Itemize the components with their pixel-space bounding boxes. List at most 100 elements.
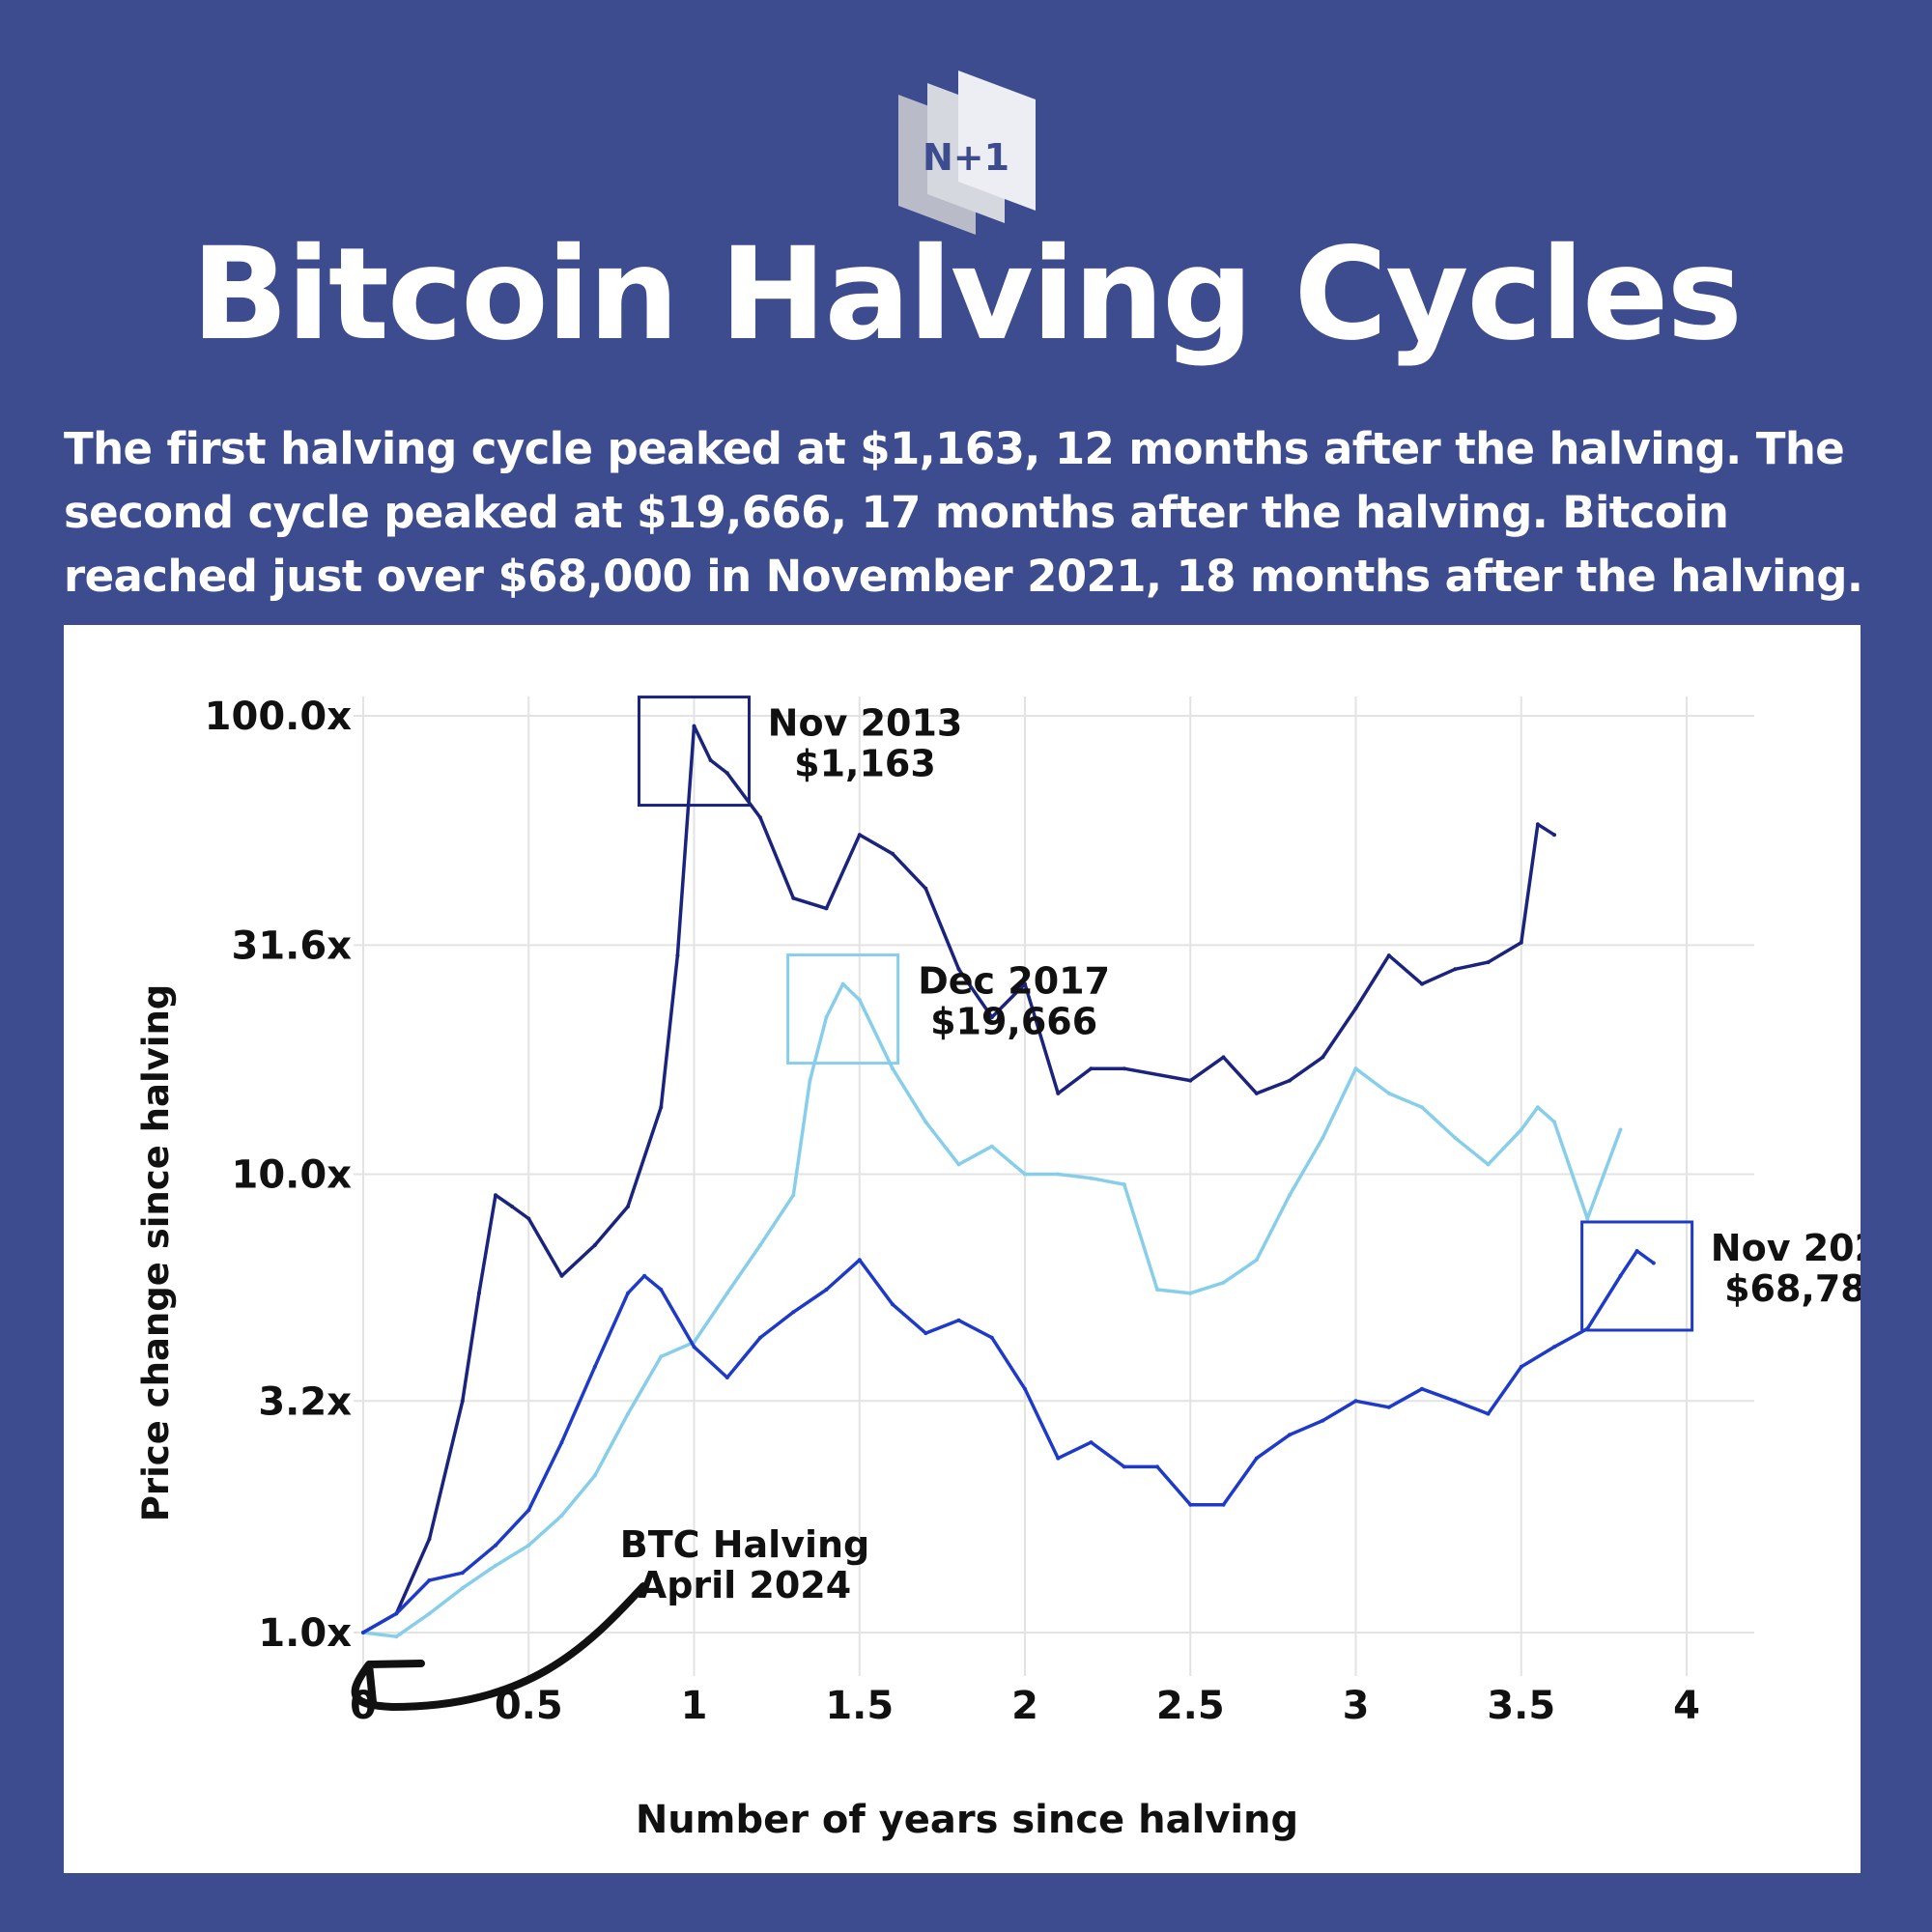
data-point	[1519, 1364, 1523, 1369]
data-point	[857, 998, 862, 1003]
data-point	[460, 1571, 465, 1576]
data-point	[1552, 1345, 1556, 1350]
data-point	[659, 1354, 664, 1359]
data-point	[1023, 1386, 1027, 1391]
data-point	[923, 1120, 928, 1124]
data-point	[394, 1634, 399, 1639]
data-point	[526, 1508, 531, 1513]
data-point	[724, 771, 729, 776]
data-point	[758, 815, 762, 820]
data-point	[1056, 1091, 1061, 1095]
data-point	[708, 758, 713, 762]
halving-arrow	[351, 1582, 647, 1711]
data-point	[724, 1291, 729, 1295]
data-point	[1486, 960, 1491, 965]
page-title: Bitcoin Halving Cycles	[190, 220, 1743, 369]
data-point	[1353, 1006, 1358, 1010]
logo-text: N+1	[923, 136, 1009, 179]
data-point	[526, 1216, 531, 1221]
data-point	[1023, 981, 1027, 986]
data-point	[1519, 940, 1523, 945]
data-point	[460, 1586, 465, 1590]
data-point	[1386, 1405, 1391, 1409]
data-point	[956, 1162, 961, 1167]
data-point	[1122, 1066, 1126, 1071]
y-axis-label: Price change since halving	[135, 984, 177, 1522]
data-point	[1353, 1399, 1358, 1404]
data-point	[1486, 1162, 1491, 1167]
data-point	[1453, 1135, 1458, 1140]
x-tick-label: 4	[1673, 1684, 1700, 1728]
data-point	[824, 1015, 829, 1019]
y-axis-ticks: 1.0x 3.2x 10.0x 31.6x 100.0x	[205, 695, 353, 1656]
y-tick-label: 3.2x	[258, 1379, 352, 1424]
data-point	[427, 1577, 432, 1582]
data-point	[1288, 1078, 1292, 1083]
data-point	[1155, 1464, 1159, 1469]
data-point	[1155, 1288, 1159, 1292]
chart-annotations: Nov 2013$1,163 Dec 2017$19,666 Nov 2021$68…	[620, 702, 1861, 1606]
data-point	[692, 724, 696, 728]
data-point	[791, 1310, 796, 1315]
data-point	[1420, 1105, 1424, 1110]
data-point	[1221, 1280, 1226, 1285]
annotation-text: BTC Halving	[620, 1523, 870, 1566]
data-point	[989, 1015, 994, 1019]
data-point	[1188, 1291, 1193, 1295]
y-tick-label: 10.0x	[232, 1153, 353, 1198]
x-tick-label: 3.5	[1487, 1684, 1555, 1728]
data-point	[361, 1631, 365, 1634]
y-tick-label: 1.0x	[258, 1611, 352, 1656]
data-point	[1420, 981, 1424, 986]
annotation-text: $68,789	[1724, 1267, 1861, 1310]
data-point	[692, 1345, 696, 1350]
data-point	[791, 1193, 796, 1198]
chart-series	[361, 724, 1656, 1639]
data-point	[494, 1543, 497, 1548]
data-point	[659, 1105, 664, 1110]
data-point	[989, 1335, 994, 1340]
y-tick-label: 100.0x	[205, 695, 353, 739]
x-axis-ticks: 0 0.5 1 1.5 2 2.5 3 3.5 4	[350, 1684, 1700, 1728]
x-tick-label: 1	[681, 1684, 708, 1728]
data-point	[758, 1243, 762, 1247]
data-point	[1321, 1055, 1325, 1060]
data-point	[1552, 833, 1556, 838]
data-point	[1651, 1261, 1656, 1265]
data-point	[989, 1144, 994, 1149]
data-point	[1321, 1418, 1325, 1423]
data-point	[791, 895, 796, 900]
data-point	[559, 1440, 564, 1445]
series-line	[362, 1249, 1655, 1634]
data-point	[559, 1513, 564, 1518]
data-point	[1618, 1273, 1623, 1278]
subtitle-line: The first halving cycle peaked at $1,163…	[64, 423, 1845, 474]
data-point	[1254, 1456, 1259, 1461]
data-point	[1321, 1135, 1325, 1140]
data-point	[857, 833, 862, 838]
data-point	[1386, 953, 1391, 958]
data-point	[1420, 1386, 1424, 1391]
data-point	[1056, 1172, 1061, 1177]
data-point	[494, 1563, 497, 1568]
data-point	[1288, 1433, 1292, 1437]
annotation-text: $1,163	[794, 743, 936, 785]
data-point	[724, 1376, 729, 1379]
data-point	[1089, 1176, 1094, 1180]
data-point	[808, 1078, 812, 1083]
data-point	[1535, 1105, 1540, 1110]
data-point	[840, 981, 845, 986]
data-point	[1188, 1502, 1193, 1507]
chart-panel: 1.0x 3.2x 10.0x 31.6x 100.0x 0 0.5 1 1.5 2 2.5 3 3.…	[64, 625, 1861, 1873]
data-point	[526, 1543, 531, 1548]
data-point	[1221, 1502, 1226, 1507]
data-point	[956, 1318, 961, 1322]
x-axis-label: Number of years since halving	[636, 1798, 1298, 1842]
data-point	[592, 1473, 597, 1478]
data-point	[1552, 1120, 1556, 1124]
annotation-text: $19,666	[930, 1001, 1097, 1043]
data-point	[891, 1302, 895, 1307]
data-point	[460, 1399, 465, 1404]
data-point	[592, 1243, 597, 1247]
